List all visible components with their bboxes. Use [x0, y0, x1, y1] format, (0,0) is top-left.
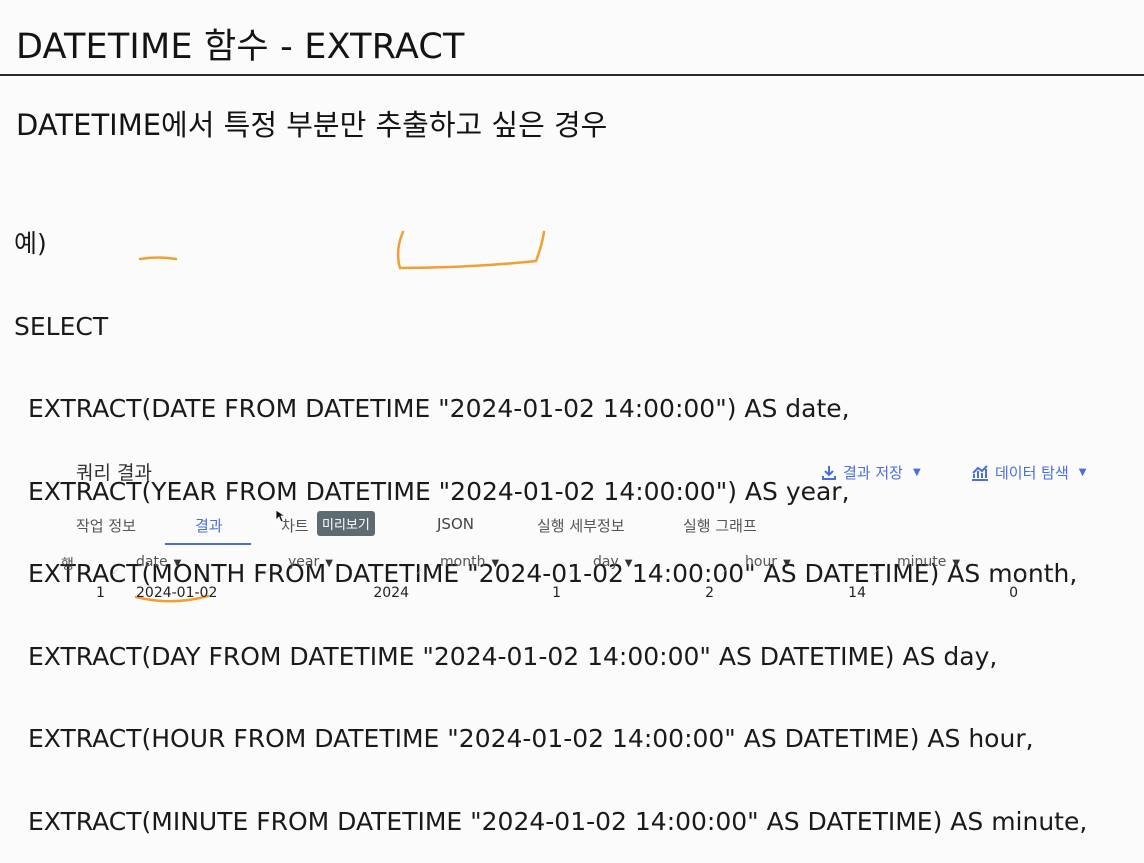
row-number: 1 [96, 585, 105, 601]
results-tabs: 작업 정보 결과 차트 미리보기 JSON 실행 세부정보 실행 그래프 [0, 510, 1144, 546]
caret-down-icon: ▼ [783, 558, 791, 569]
download-icon [822, 465, 836, 480]
save-results-label: 결과 저장 [843, 464, 903, 482]
column-label: day [593, 554, 619, 570]
column-label: minute [897, 554, 947, 570]
cell-month: 1 [552, 585, 561, 601]
sql-line-date: EXTRACT(DATE FROM DATETIME "2024-01-02 1… [28, 394, 850, 423]
column-resize-handle[interactable]: ⟋ [112, 568, 119, 578]
page-title: DATETIME 함수 - EXTRACT [16, 27, 465, 67]
column-header-day[interactable]: day ▼ [593, 554, 632, 570]
explore-data-button[interactable]: 데이터 탐색 ▼ [971, 462, 1086, 483]
example-label: 예) [14, 229, 47, 258]
tab-execution-graph[interactable]: 실행 그래프 [683, 517, 757, 535]
caret-down-icon: ▼ [491, 558, 500, 569]
column-label: hour [745, 554, 778, 570]
column-header-year[interactable]: year ▼ [288, 554, 333, 570]
column-resize-handle[interactable]: ⟋ [873, 568, 880, 578]
results-title: 쿼리 결과 [76, 462, 152, 484]
sql-line-select: SELECT [14, 311, 109, 341]
query-results-panel: 쿼리 결과 결과 저장 ▼ 데이터 탐색 ▼ 작업 정보 결과 차트 미리보기 … [0, 440, 1144, 624]
preview-badge: 미리보기 [317, 511, 375, 536]
column-resize-handle[interactable]: ⟋ [1025, 568, 1032, 578]
column-resize-handle[interactable]: ⟋ [416, 568, 423, 578]
column-header-month[interactable]: month ▼ [440, 554, 499, 570]
column-header-row: 행 [61, 557, 74, 573]
tab-execution-details[interactable]: 실행 세부정보 [537, 517, 625, 535]
tab-results[interactable]: 결과 [195, 517, 223, 535]
active-tab-indicator [165, 543, 251, 545]
tab-json[interactable]: JSON [437, 515, 474, 533]
mouse-cursor-icon [275, 509, 287, 523]
column-header-hour[interactable]: hour ▼ [745, 554, 791, 570]
cell-year: 2024 [373, 585, 409, 601]
caret-down-icon: ▼ [624, 558, 633, 569]
caret-down-icon: ▼ [325, 558, 333, 569]
cell-day: 2 [705, 585, 714, 601]
column-resize-handle[interactable]: ⟋ [264, 568, 271, 578]
page-subtitle: DATETIME에서 특정 부분만 추출하고 싶은 경우 [16, 108, 608, 142]
column-label: year [288, 554, 320, 570]
sql-line-day: EXTRACT(DAY FROM DATETIME "2024-01-02 14… [28, 641, 998, 671]
column-header-date[interactable]: date ▼ [136, 554, 181, 570]
sql-line-minute: EXTRACT(MINUTE FROM DATETIME "2024-01-02… [28, 806, 1088, 836]
explore-data-label: 데이터 탐색 [995, 464, 1069, 482]
sql-line-hour: EXTRACT(HOUR FROM DATETIME "2024-01-02 1… [28, 724, 1034, 753]
column-resize-handle[interactable]: ⟋ [569, 568, 576, 578]
cell-hour: 14 [848, 585, 866, 601]
cell-date: 2024-01-02 [136, 585, 218, 601]
save-results-button[interactable]: 결과 저장 ▼ [821, 462, 921, 483]
column-resize-handle[interactable]: ⟋ [721, 568, 728, 578]
column-header-minute[interactable]: minute ▼ [897, 554, 960, 570]
tab-chart[interactable]: 차트 [281, 517, 309, 535]
sql-line-year: EXTRACT(YEAR FROM DATETIME "2024-01-02 1… [28, 476, 850, 506]
cell-minute: 0 [1009, 585, 1018, 601]
column-label: month [440, 554, 486, 570]
chart-explore-icon [972, 464, 988, 481]
title-divider [0, 74, 1144, 76]
caret-down-icon: ▼ [912, 467, 921, 478]
column-label: date [136, 554, 168, 570]
caret-down-icon: ▼ [952, 558, 961, 569]
tab-job-info[interactable]: 작업 정보 [76, 517, 136, 535]
caret-down-icon: ▼ [1078, 467, 1087, 478]
caret-down-icon: ▼ [173, 558, 182, 569]
sql-line-month: EXTRACT(MONTH FROM DATETIME "2024-01-02 … [28, 559, 1078, 588]
